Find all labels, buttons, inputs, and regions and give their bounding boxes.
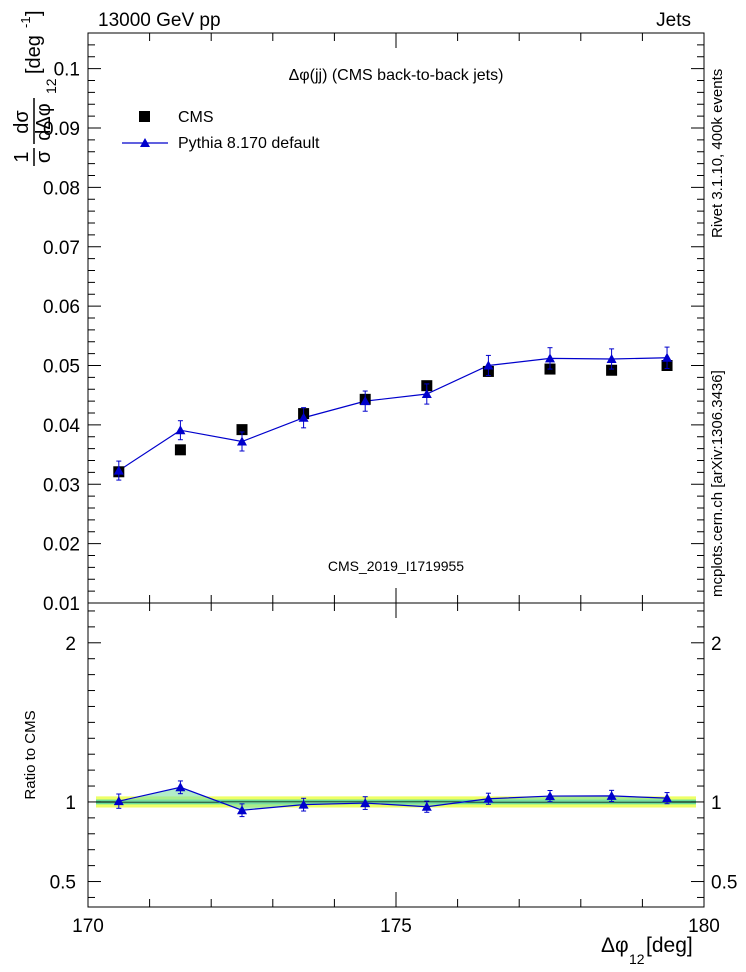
energy-label: 13000 GeV pp xyxy=(98,10,221,31)
ratio-y-tick-label-right: 1 xyxy=(711,793,722,814)
ratio-y-tick-label-right: 0.5 xyxy=(711,873,737,894)
cms-point xyxy=(236,424,248,436)
mcplots-label: mcplots.cern.ch [arXiv:1306.3436] xyxy=(709,370,726,597)
ratio-fill xyxy=(118,787,668,811)
ratio-x-tick-label: 180 xyxy=(688,916,720,937)
ylabel-exp: -1 xyxy=(18,16,33,28)
main-x-ticks xyxy=(87,33,705,603)
ratio-x-axis: 170 175 180 xyxy=(72,603,720,937)
pythia-point xyxy=(298,412,309,422)
legend-pythia-label: Pythia 8.170 default xyxy=(178,135,320,152)
pythia-point xyxy=(237,436,247,446)
main-y-tick-label: 0.1 xyxy=(54,60,80,81)
pythia-point xyxy=(662,352,673,362)
xlabel-main: Δφ xyxy=(601,934,629,957)
main-y-tick-label: 0.09 xyxy=(43,119,80,140)
cms-point xyxy=(174,444,186,456)
ylabel-ddphi: dΔφ xyxy=(33,103,55,140)
ratio-y-tick-label: 0.5 xyxy=(50,873,76,894)
ratio-series xyxy=(113,780,673,818)
ratio-point xyxy=(175,782,186,792)
ratio-point xyxy=(360,798,371,808)
pythia-point xyxy=(483,360,494,370)
pythia-point xyxy=(360,396,371,406)
legend-cms-marker xyxy=(139,111,150,122)
main-y-axis-label: 1 σ dσ dΔφ 12 [deg -1 ] xyxy=(11,10,59,166)
ratio-point xyxy=(421,801,432,811)
ratio-y-axis: 0.5 0.5 1 1 2 2 xyxy=(50,610,737,898)
main-y-tick-label: 0.08 xyxy=(43,178,80,199)
ratio-y-tick-label: 1 xyxy=(65,793,76,814)
main-y-tick-label: 0.06 xyxy=(43,297,80,318)
main-y-tick-label: 0.01 xyxy=(43,594,80,615)
main-y-tick-label: 0.05 xyxy=(43,357,80,378)
ratio-point xyxy=(298,799,309,809)
ratio-y-axis-label: Ratio to CMS xyxy=(22,710,39,799)
ylabel-one: 1 xyxy=(11,151,33,162)
ratio-point xyxy=(545,791,555,801)
main-plot-title: Δφ(jj) (CMS back-to-back jets) xyxy=(289,67,504,84)
xlabel-unit: [deg] xyxy=(646,934,693,957)
ratio-plot-panel: 0.5 0.51 12 2 170 175 180 Ratio to CMS Δφ 12 … xyxy=(22,602,737,967)
pythia-point xyxy=(113,465,124,475)
main-plot-panel: Δφ(jj) (CMS back-to-back jets) CMS_2019_… xyxy=(11,10,705,615)
pythia-line xyxy=(118,357,668,472)
process-label: Jets xyxy=(656,10,691,31)
ratio-point xyxy=(606,790,617,800)
legend: CMS Pythia 8.170 default xyxy=(122,109,320,152)
ylabel-sub: 12 xyxy=(43,78,59,94)
main-y-tick-label: 0.02 xyxy=(43,535,80,556)
ratio-point xyxy=(662,793,673,803)
ratio-point xyxy=(237,805,247,815)
ratio-point xyxy=(483,793,494,803)
ratio-plot-frame xyxy=(87,602,705,908)
main-y-tick-label: 0.03 xyxy=(43,475,80,496)
ylabel-dsigma: dσ xyxy=(11,110,33,134)
ylabel-close: ] xyxy=(23,10,45,16)
ratio-y-tick-label-right: 2 xyxy=(711,634,722,655)
xlabel-sub: 12 xyxy=(629,951,645,967)
ratio-x-tick-label: 170 xyxy=(72,916,104,937)
cms-point xyxy=(606,364,618,376)
watermark: CMS_2019_I1719955 xyxy=(328,558,464,574)
pythia-point xyxy=(421,389,432,398)
main-y-tick-label: 0.07 xyxy=(43,238,80,259)
main-y-axis: 0.01 0.02 0.03 0.04 0.05 0.06 0.07 0.08 0.09 0.1 xyxy=(43,44,704,615)
pythia-point xyxy=(545,353,555,363)
ratio-point xyxy=(113,796,124,806)
ratio-line xyxy=(118,786,668,811)
legend-cms-label: CMS xyxy=(178,109,214,126)
ratio-y-tick-label: 2 xyxy=(65,634,76,655)
ratio-x-tick-label: 175 xyxy=(380,916,412,937)
ylabel-sigma: σ xyxy=(33,150,55,163)
legend-pythia-marker xyxy=(140,138,150,147)
ylabel-unit: [deg xyxy=(23,35,45,74)
main-series xyxy=(113,346,673,481)
main-y-tick-label: 0.04 xyxy=(43,416,80,437)
ratio-x-axis-label: Δφ 12 [deg] xyxy=(601,934,693,967)
pythia-point xyxy=(606,353,617,363)
pythia-point xyxy=(175,425,186,435)
rivet-label: Rivet 3.1.10, 400k events xyxy=(709,69,726,238)
